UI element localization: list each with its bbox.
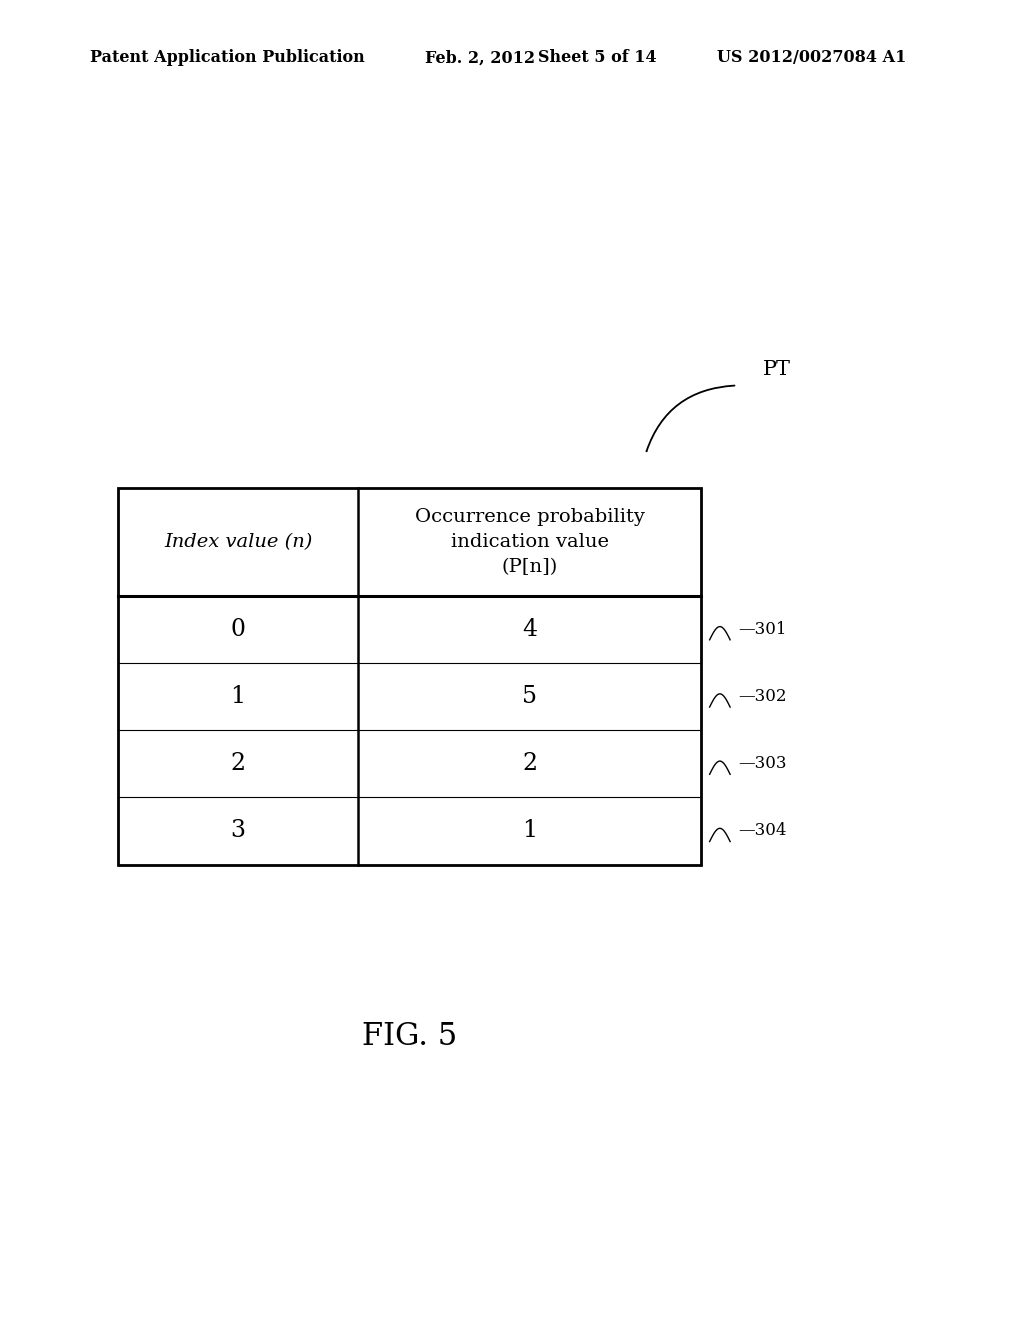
Text: 3: 3 <box>230 820 246 842</box>
Text: 0: 0 <box>230 618 246 640</box>
Text: FIG. 5: FIG. 5 <box>361 1020 458 1052</box>
Text: 2: 2 <box>230 752 246 775</box>
Bar <box>118 488 701 865</box>
Text: —301: —301 <box>738 620 786 638</box>
FancyArrowPatch shape <box>646 385 734 451</box>
Text: US 2012/0027084 A1: US 2012/0027084 A1 <box>717 49 906 66</box>
Text: PT: PT <box>763 360 791 379</box>
Text: —303: —303 <box>738 755 786 772</box>
Text: Sheet 5 of 14: Sheet 5 of 14 <box>538 49 656 66</box>
Text: 4: 4 <box>522 618 538 640</box>
Text: —304: —304 <box>738 822 786 840</box>
Text: Patent Application Publication: Patent Application Publication <box>90 49 365 66</box>
Text: —302: —302 <box>738 688 786 705</box>
Text: 5: 5 <box>522 685 538 708</box>
Text: Feb. 2, 2012: Feb. 2, 2012 <box>425 49 536 66</box>
Text: Occurrence probability
indication value
(P[n]): Occurrence probability indication value … <box>415 508 645 576</box>
Text: 1: 1 <box>522 820 538 842</box>
Text: 1: 1 <box>230 685 246 708</box>
Text: Index value (n): Index value (n) <box>164 533 312 550</box>
Text: 2: 2 <box>522 752 538 775</box>
